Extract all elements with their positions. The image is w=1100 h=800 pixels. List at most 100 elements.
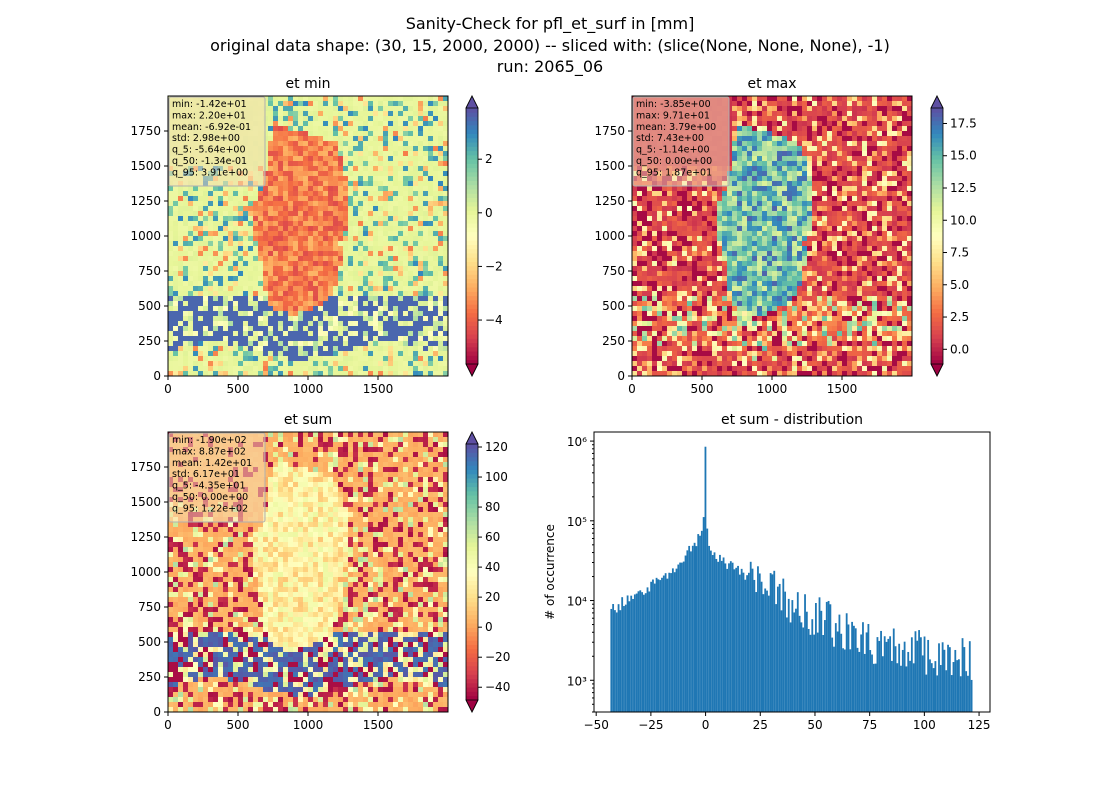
histogram-bar xyxy=(731,562,734,712)
histogram-bar xyxy=(653,583,656,712)
colorbar-tick-label: 10.0 xyxy=(950,213,977,227)
histogram-bar xyxy=(702,517,705,712)
histogram-bar xyxy=(829,604,832,712)
histogram-bar xyxy=(637,591,640,712)
histogram-bar xyxy=(947,644,949,712)
heatmap-image xyxy=(632,96,913,377)
colorbar-tick-label: −20 xyxy=(485,650,510,664)
histogram-bar xyxy=(956,660,959,712)
histogram-bar xyxy=(901,649,904,712)
histogram-bar xyxy=(833,646,835,712)
stats-line: q_5: -5.64e+00 xyxy=(172,145,246,156)
histogram-bar xyxy=(670,573,672,712)
histogram-bar xyxy=(967,675,969,712)
histogram-bar xyxy=(633,594,636,712)
histogram-bar xyxy=(728,563,730,712)
stats-line: std: 2.98e+00 xyxy=(172,133,240,144)
x-tick-label: 100 xyxy=(913,718,936,732)
histogram-bar xyxy=(691,545,694,712)
histogram-bar xyxy=(836,631,839,712)
histogram-bar xyxy=(717,561,720,712)
histogram-bar xyxy=(961,638,964,712)
histogram-bar xyxy=(764,588,767,712)
colorbar-extend-min xyxy=(930,363,944,377)
histogram-bar xyxy=(791,600,794,712)
histogram-bar xyxy=(646,587,649,712)
colorbar-tick-label: 15.0 xyxy=(950,149,977,163)
histogram-bar xyxy=(755,592,758,712)
y-tick-label: 0 xyxy=(153,369,161,383)
histogram-bar xyxy=(802,627,805,712)
histogram-bar xyxy=(778,583,781,712)
stats-line: q_95: 1.22e+02 xyxy=(172,503,248,514)
colorbar-tick-label: −2 xyxy=(485,259,503,273)
colorbar-tick-label: 40 xyxy=(485,560,500,574)
histogram-bar xyxy=(775,604,777,712)
histogram-bar xyxy=(749,561,752,712)
histogram-bar xyxy=(614,610,616,712)
histogram-bar xyxy=(628,601,631,712)
histogram-bar xyxy=(632,598,634,712)
y-tick-label: 10³ xyxy=(567,674,587,688)
x-tick-label: 1500 xyxy=(827,382,858,396)
stats-line: std: 7.43e+00 xyxy=(636,133,704,144)
histogram-bar xyxy=(713,552,716,712)
colorbar-extend-max xyxy=(465,431,479,445)
histogram-bar xyxy=(889,636,892,712)
x-tick-label: 1000 xyxy=(293,718,324,732)
x-tick-label: 0 xyxy=(164,382,172,396)
histogram-bar xyxy=(900,665,902,712)
stats-line: q_95: 1.87e+01 xyxy=(636,167,712,178)
histogram-bar xyxy=(847,624,850,712)
histogram-bar xyxy=(668,572,671,712)
histogram-bar xyxy=(795,608,797,712)
histogram-bar xyxy=(842,648,844,712)
x-tick-label: 50 xyxy=(807,718,822,732)
histogram-bar xyxy=(626,595,629,712)
histogram-bar xyxy=(758,573,761,712)
x-tick-label: 500 xyxy=(227,718,250,732)
histogram-bar xyxy=(854,628,857,712)
histogram-bar xyxy=(643,594,645,712)
histogram-bar xyxy=(635,593,638,712)
histogram-bar xyxy=(905,666,908,712)
histogram-bar xyxy=(767,595,770,712)
histogram-bar xyxy=(729,561,732,712)
colorbar-tick-label: 60 xyxy=(485,530,500,544)
histogram-bar xyxy=(719,554,721,712)
histogram-bar xyxy=(659,580,662,712)
histogram-bar xyxy=(903,641,906,712)
histogram-bar xyxy=(865,632,868,712)
histogram-bar xyxy=(784,591,787,712)
histogram-bar xyxy=(881,656,884,712)
histogram-bar xyxy=(675,568,678,712)
histogram-bar xyxy=(733,569,736,712)
histogram-bar xyxy=(804,594,806,712)
histogram-bar xyxy=(834,623,837,712)
histogram-bar xyxy=(706,528,709,712)
histogram-bar xyxy=(681,562,683,712)
histogram-bar xyxy=(711,555,714,712)
histogram-bar xyxy=(814,603,817,712)
histogram-bar xyxy=(968,641,971,712)
histogram-bar xyxy=(943,649,946,712)
histogram-bar xyxy=(697,534,700,712)
colorbar-tick-label: 17.5 xyxy=(950,116,977,130)
y-tick-label: 750 xyxy=(602,264,625,278)
histogram-bar xyxy=(664,573,667,712)
histogram-bar xyxy=(878,640,881,712)
histogram-bar xyxy=(914,631,917,712)
histogram-bar xyxy=(887,638,890,712)
colorbar-extend-max xyxy=(930,95,944,109)
histogram-bar xyxy=(624,604,627,712)
histogram-bar xyxy=(709,550,712,712)
histogram-bar xyxy=(809,634,812,712)
histogram-bar xyxy=(700,530,703,712)
histogram-bar xyxy=(867,623,870,712)
histogram-bar xyxy=(780,610,783,712)
histogram-bar xyxy=(655,577,658,712)
x-tick-label: 1500 xyxy=(363,382,394,396)
colorbar-tick-label: 5.0 xyxy=(950,278,969,292)
histogram-bar xyxy=(744,579,747,712)
